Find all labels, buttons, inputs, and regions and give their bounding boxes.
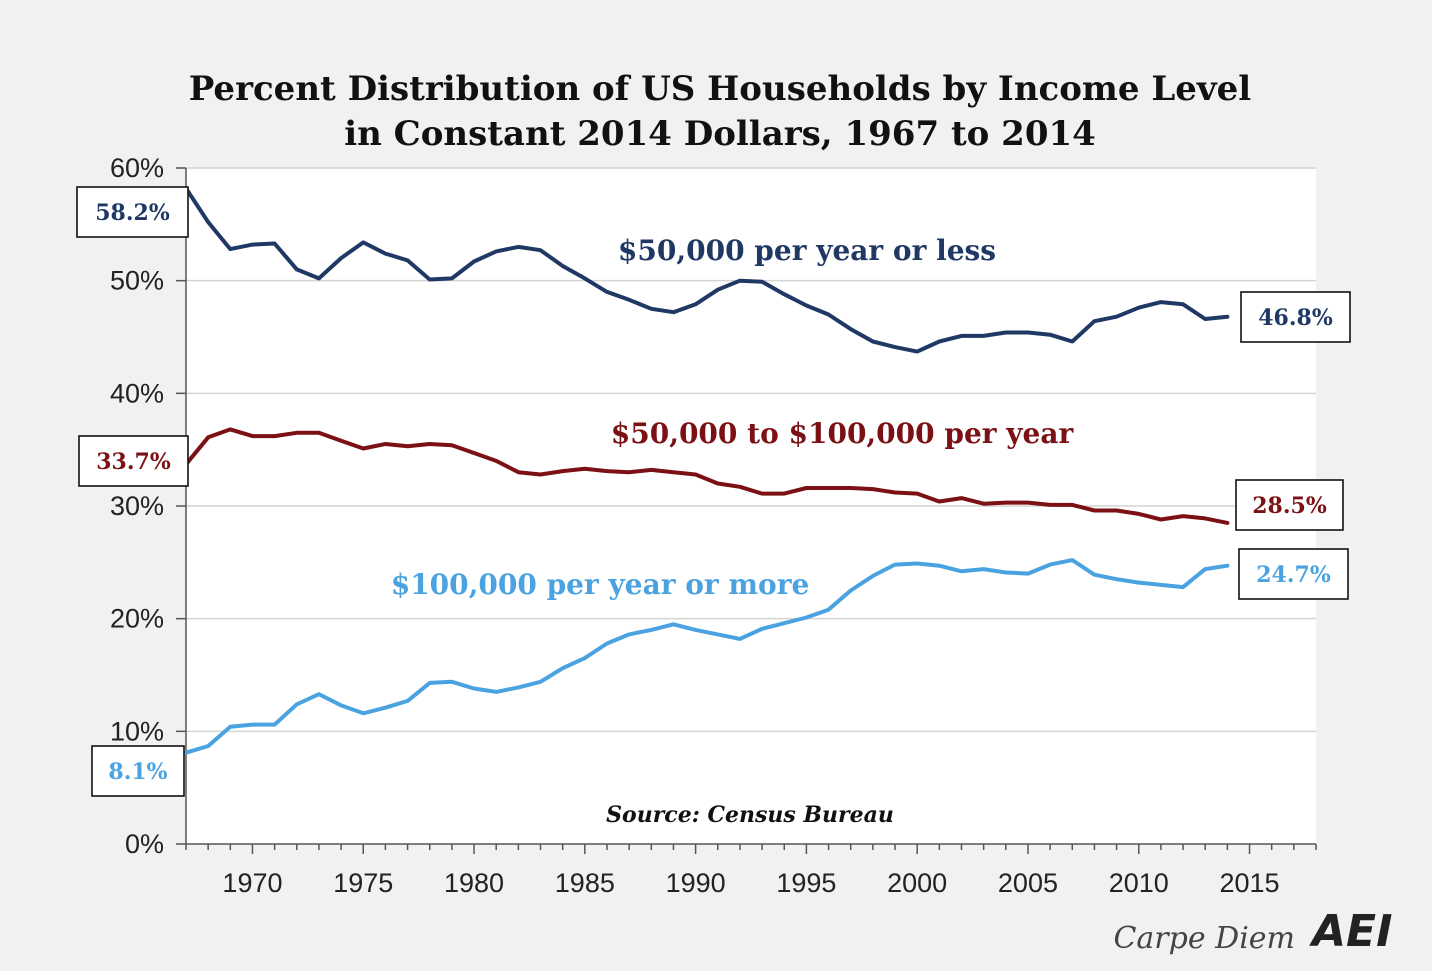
series-label-low: $50,000 per year or less <box>618 234 996 267</box>
chart-title-line2: in Constant 2014 Dollars, 1967 to 2014 <box>344 114 1096 154</box>
value-callouts: 58.2% 46.8% 33.7% 28.5% 8.1% 24.7% <box>76 186 1351 797</box>
y-tick-label: 10% <box>110 716 164 746</box>
callout-box <box>1240 291 1351 343</box>
x-tick-label: 1975 <box>333 868 393 898</box>
logo-text: AEI <box>1309 906 1392 957</box>
callout-start-low: 58.2% <box>76 186 189 238</box>
series-line-low <box>184 186 1230 354</box>
y-tick-label: 60% <box>110 153 164 183</box>
blog-name: Carpe Diem <box>1113 921 1295 956</box>
callout-value: 46.8% <box>1258 305 1333 331</box>
callout-end-middle: 28.5% <box>1235 479 1344 531</box>
x-tick-label: 1970 <box>222 868 282 898</box>
callout-value: 8.1% <box>108 759 167 785</box>
x-tick-label: 1985 <box>555 868 615 898</box>
x-tick-label: 2010 <box>1109 868 1169 898</box>
axes: 0% 10% 20% 30% 40% 50% 60% 1970 1975 1980 1985 1990… <box>110 153 1317 898</box>
series-labels: $50,000 per year or less $50,000 to $100… <box>391 234 1075 601</box>
callout-value: 24.7% <box>1256 562 1331 588</box>
y-tick-label: 0% <box>125 829 164 859</box>
callout-box <box>78 435 189 487</box>
callout-start-middle: 33.7% <box>78 435 189 487</box>
x-tick-label: 2000 <box>887 868 947 898</box>
callout-value: 28.5% <box>1252 493 1327 519</box>
source-note: Source: Census Bureau <box>606 802 894 828</box>
callout-value: 33.7% <box>96 449 171 475</box>
series-lines <box>184 186 1230 755</box>
callout-end-high: 24.7% <box>1238 548 1349 600</box>
series-label-middle: $50,000 to $100,000 per year <box>611 417 1075 450</box>
series-line-high <box>184 558 1230 755</box>
x-tick-label: 2015 <box>1219 868 1279 898</box>
callout-start-high: 8.1% <box>91 745 185 797</box>
x-tick-label: 2005 <box>998 868 1058 898</box>
callout-box <box>1235 479 1344 531</box>
x-tick-label: 1990 <box>666 868 726 898</box>
callout-box <box>91 745 185 797</box>
callout-end-low: 46.8% <box>1240 291 1351 343</box>
callout-box <box>1238 548 1349 600</box>
series-line-middle <box>184 427 1230 525</box>
x-tick-label: 1995 <box>776 868 836 898</box>
y-tick-label: 40% <box>110 378 164 408</box>
callout-value: 58.2% <box>95 200 170 226</box>
x-tick-label: 1980 <box>444 868 504 898</box>
aei-logo: AEI <box>1309 906 1392 957</box>
series-label-high: $100,000 per year or more <box>391 568 810 601</box>
y-tick-label: 30% <box>110 491 164 521</box>
callout-box <box>76 186 189 238</box>
y-tick-label: 20% <box>110 604 164 634</box>
gridlines <box>186 167 1316 733</box>
chart-title-line1: Percent Distribution of US Households by… <box>189 69 1252 109</box>
y-tick-label: 50% <box>110 266 164 296</box>
